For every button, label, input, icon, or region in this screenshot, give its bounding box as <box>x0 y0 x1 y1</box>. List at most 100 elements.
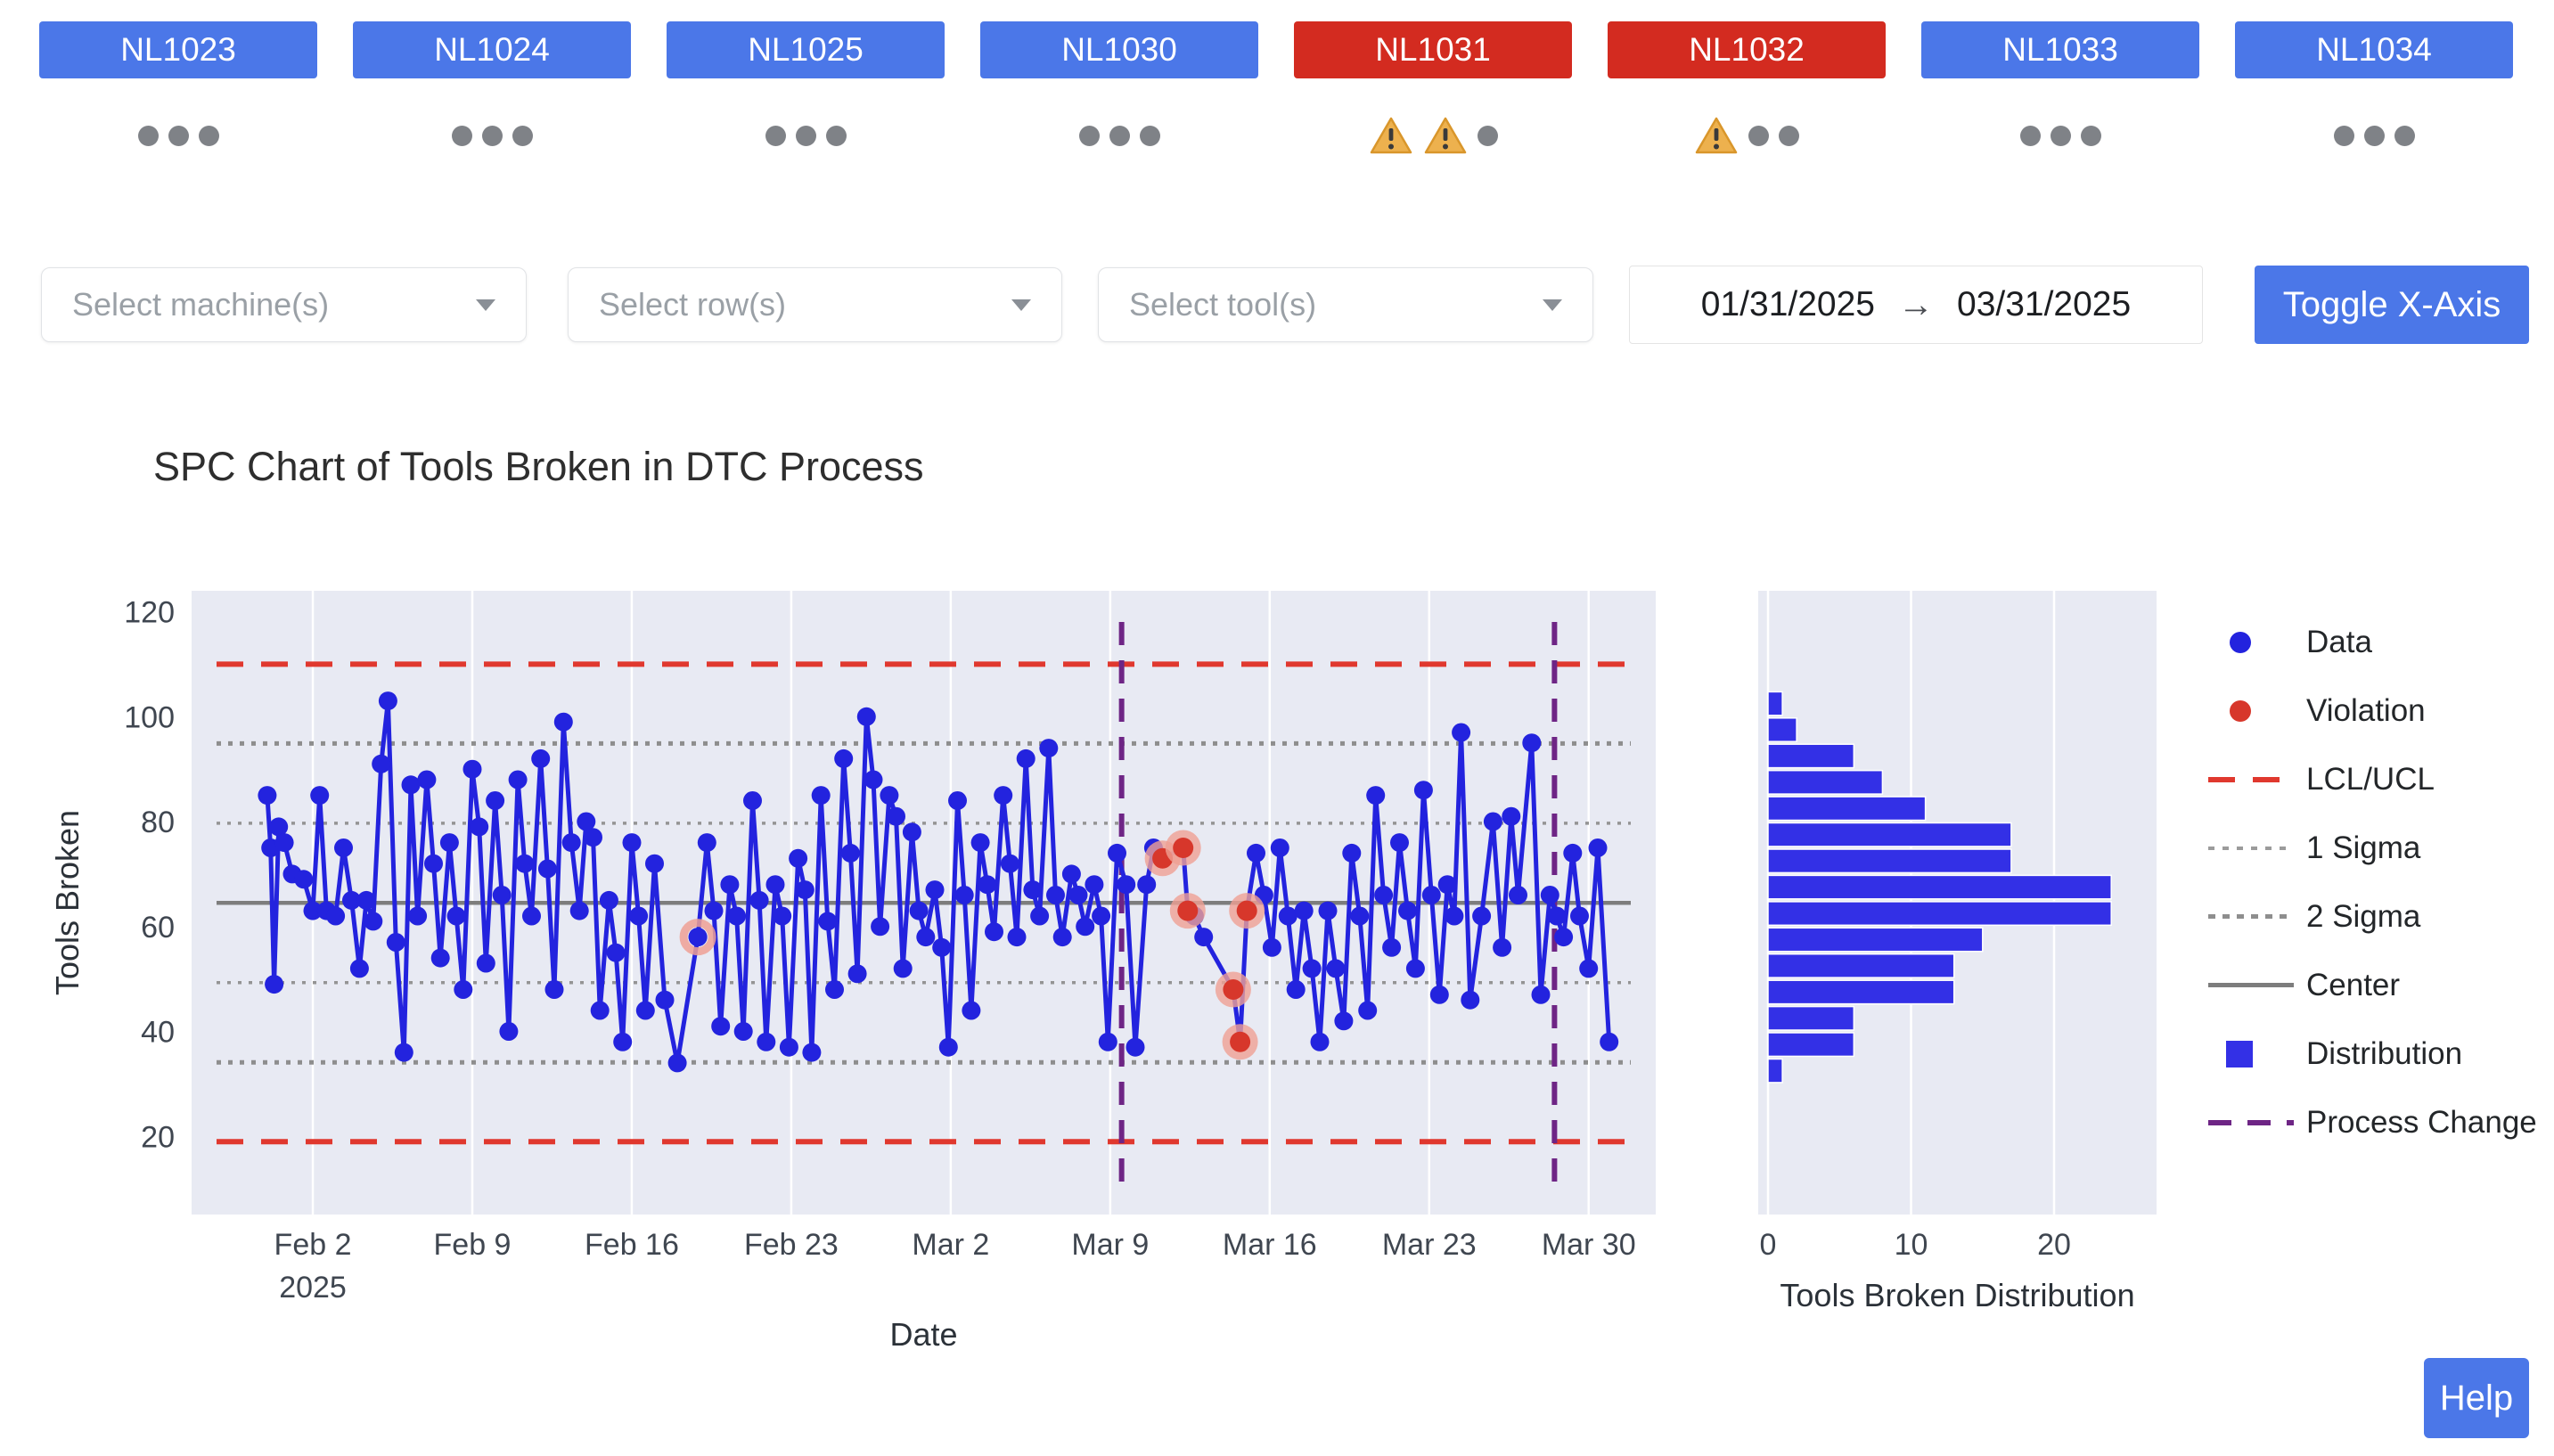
row-select-dropdown[interactable]: Select row(s) <box>568 267 1062 342</box>
warning-icon <box>1370 117 1412 154</box>
machine-button-nl1031[interactable]: NL1031 <box>1294 21 1572 78</box>
data-point-icon <box>2230 631 2251 653</box>
status-dot-icon <box>2050 125 2071 146</box>
svg-text:Feb 16: Feb 16 <box>585 1228 679 1262</box>
machine-column-nl1024: NL1024 <box>353 21 631 160</box>
machine-button-nl1030[interactable]: NL1030 <box>980 21 1258 78</box>
svg-text:40: 40 <box>141 1016 175 1050</box>
status-indicator-row <box>2019 110 2101 160</box>
svg-text:10: 10 <box>1895 1228 1928 1262</box>
legend-item-center-line[interactable]: Center <box>2208 951 2537 1019</box>
svg-text:0: 0 <box>1760 1228 1777 1262</box>
svg-text:Tools Broken Distribution: Tools Broken Distribution <box>1780 1277 2134 1313</box>
legend-item-lcl-ucl-line[interactable]: LCL/UCL <box>2208 745 2537 814</box>
legend-item-distribution-swatch[interactable]: Distribution <box>2208 1019 2537 1088</box>
legend-label: 2 Sigma <box>2306 898 2421 934</box>
status-dot-icon <box>512 125 533 146</box>
legend-label: Violation <box>2306 692 2426 728</box>
machine-column-nl1030: NL1030 <box>980 21 1258 160</box>
status-dot-icon <box>2394 125 2415 146</box>
legend-swatch <box>2208 914 2294 919</box>
status-indicator-row <box>1078 110 1160 160</box>
legend-item-process-change-line[interactable]: Process Change <box>2208 1088 2537 1157</box>
sigma1-line-icon <box>2208 846 2294 850</box>
machine-column-nl1032: NL1032 <box>1608 21 1886 160</box>
machine-column-nl1033: NL1033 <box>1921 21 2199 160</box>
date-range-picker[interactable]: 01/31/2025 → 03/31/2025 <box>1629 266 2203 344</box>
tool-select-placeholder: Select tool(s) <box>1129 286 1317 323</box>
status-dot-icon <box>1139 125 1160 146</box>
legend-item-sigma1-line[interactable]: 1 Sigma <box>2208 814 2537 882</box>
status-dot-icon <box>451 125 472 146</box>
center-line-icon <box>2208 983 2294 987</box>
lcl-ucl-line-icon <box>2208 776 2294 782</box>
legend-label: Distribution <box>2306 1035 2463 1071</box>
status-dot-icon <box>765 125 786 146</box>
machine-button-nl1024[interactable]: NL1024 <box>353 21 631 78</box>
svg-text:120: 120 <box>124 596 175 630</box>
status-indicator-row <box>765 110 847 160</box>
svg-text:Mar 16: Mar 16 <box>1223 1228 1317 1262</box>
svg-text:Feb 9: Feb 9 <box>434 1228 512 1262</box>
status-dot-icon <box>2080 125 2101 146</box>
warning-icon <box>1695 117 1738 154</box>
svg-text:20: 20 <box>2037 1228 2071 1262</box>
svg-text:Date: Date <box>889 1316 957 1353</box>
status-dot-icon <box>198 125 219 146</box>
status-dot-icon <box>795 125 816 146</box>
start-date-field[interactable]: 01/31/2025 <box>1700 285 1875 323</box>
machine-button-nl1033[interactable]: NL1033 <box>1921 21 2199 78</box>
machine-column-nl1034: NL1034 <box>2235 21 2513 160</box>
legend-item-sigma2-line[interactable]: 2 Sigma <box>2208 882 2537 951</box>
toggle-x-axis-button[interactable]: Toggle X-Axis <box>2255 266 2529 344</box>
legend-swatch <box>2208 1119 2294 1125</box>
status-dot-icon <box>1078 125 1100 146</box>
status-dot-icon <box>137 125 159 146</box>
status-dot-icon <box>1779 125 1799 146</box>
legend-swatch <box>2208 631 2294 653</box>
status-indicator-row <box>451 110 533 160</box>
legend-item-violation-point[interactable]: Violation <box>2208 676 2537 745</box>
svg-text:20: 20 <box>141 1120 175 1154</box>
status-dot-icon <box>1109 125 1130 146</box>
svg-text:Mar 9: Mar 9 <box>1071 1228 1149 1262</box>
status-dot-icon <box>825 125 847 146</box>
machine-column-nl1025: NL1025 <box>667 21 945 160</box>
chart-title: SPC Chart of Tools Broken in DTC Process <box>153 444 924 489</box>
warning-icon <box>1424 117 1466 154</box>
svg-text:100: 100 <box>124 700 175 734</box>
legend-item-data-point[interactable]: Data <box>2208 608 2537 676</box>
chart-legend: Data Violation LCL/UCL 1 Sigma 2 Sigma C… <box>2208 608 2537 1157</box>
machine-button-nl1023[interactable]: NL1023 <box>39 21 317 78</box>
help-button[interactable]: Help <box>2424 1358 2529 1438</box>
machine-button-nl1025[interactable]: NL1025 <box>667 21 945 78</box>
row-select-placeholder: Select row(s) <box>599 286 787 323</box>
machine-button-nl1032[interactable]: NL1032 <box>1608 21 1886 78</box>
legend-swatch <box>2208 1040 2294 1067</box>
machine-button-nl1034[interactable]: NL1034 <box>2235 21 2513 78</box>
distribution-swatch-icon <box>2226 1040 2253 1067</box>
chevron-down-icon <box>476 299 495 311</box>
status-indicator-row <box>2333 110 2415 160</box>
machine-column-nl1023: NL1023 <box>39 21 317 160</box>
chevron-down-icon <box>1543 299 1562 311</box>
legend-swatch <box>2208 846 2294 850</box>
status-dot-icon <box>2019 125 2041 146</box>
legend-swatch <box>2208 776 2294 782</box>
sigma2-line-icon <box>2208 914 2294 919</box>
status-indicator-row <box>1694 110 1799 160</box>
chevron-down-icon <box>1011 299 1031 311</box>
machine-select-placeholder: Select machine(s) <box>72 286 330 323</box>
arrow-right-icon: → <box>1898 284 1934 324</box>
status-dot-icon <box>2333 125 2354 146</box>
end-date-field[interactable]: 03/31/2025 <box>1957 285 2132 323</box>
process-change-line-icon <box>2208 1119 2294 1125</box>
status-dot-icon <box>1748 125 1769 146</box>
status-dot-icon <box>481 125 503 146</box>
status-indicator-row <box>137 110 219 160</box>
legend-swatch <box>2208 699 2294 722</box>
machine-select-dropdown[interactable]: Select machine(s) <box>41 267 527 342</box>
tool-select-dropdown[interactable]: Select tool(s) <box>1098 267 1593 342</box>
